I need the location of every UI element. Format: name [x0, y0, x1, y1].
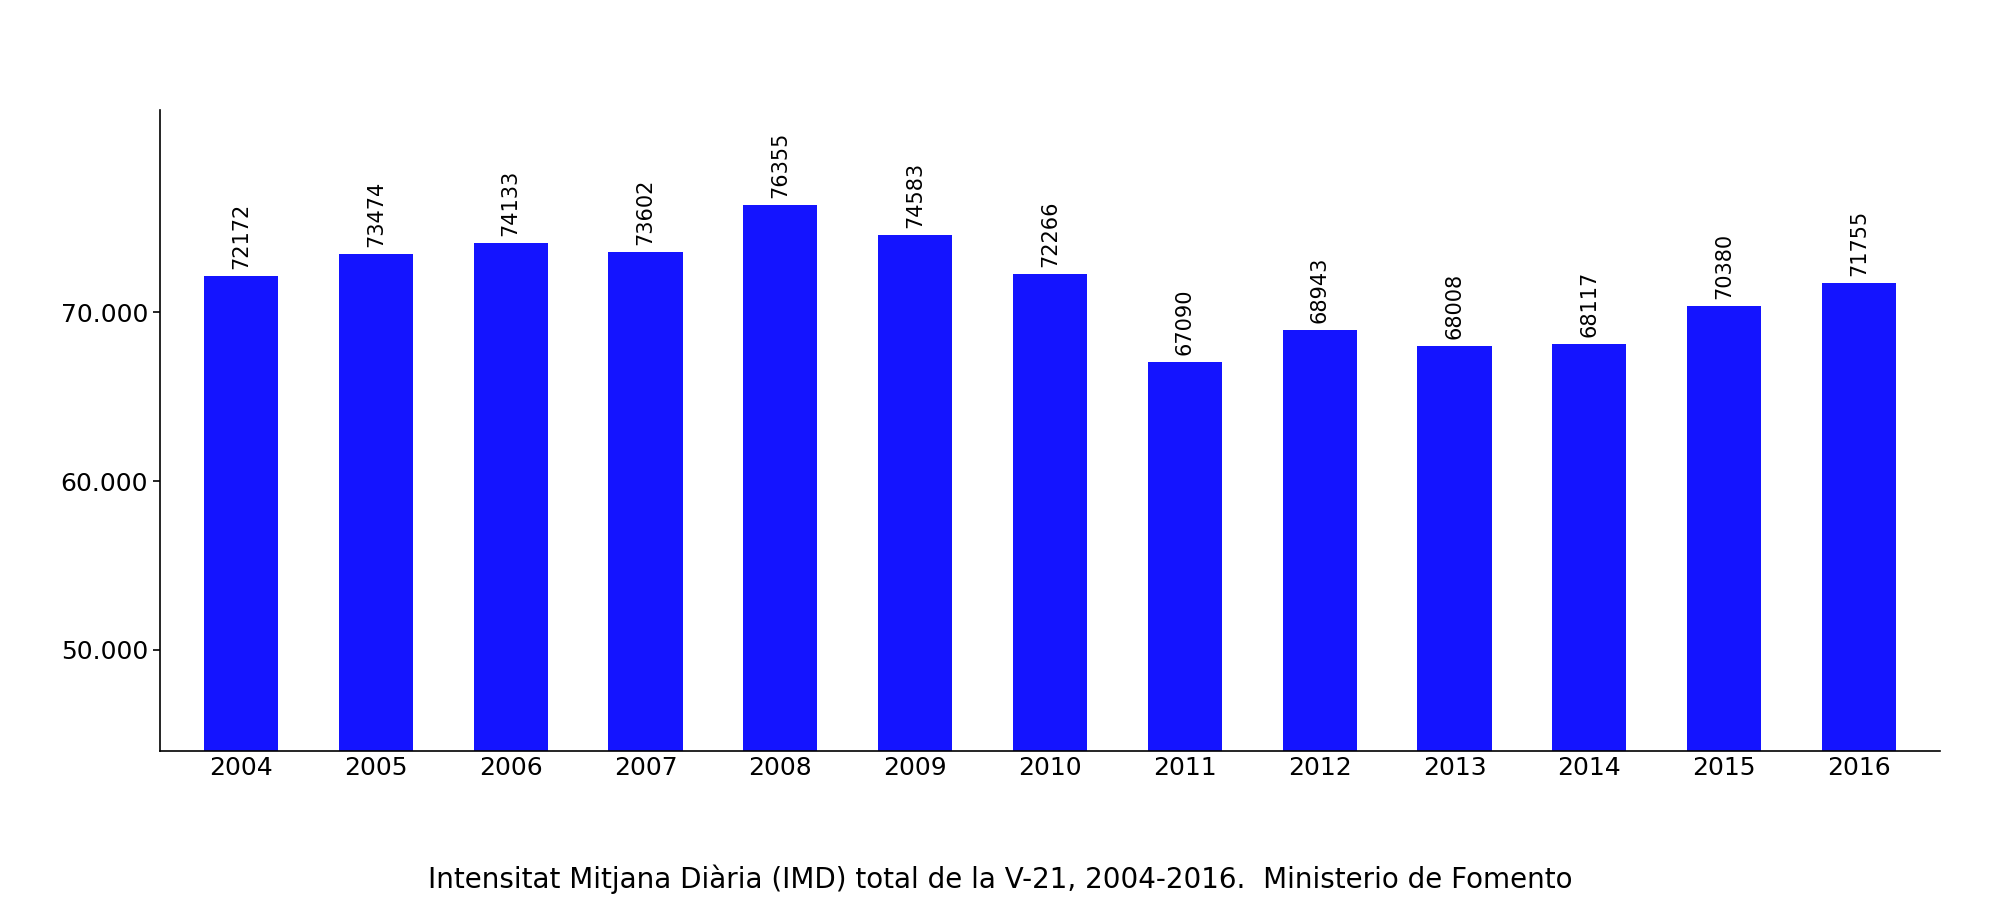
Text: 76355: 76355	[770, 132, 790, 199]
Bar	[878, 235, 952, 916]
Text: 73602: 73602	[636, 179, 656, 245]
Bar	[1282, 331, 1356, 916]
Text: 72266: 72266	[1040, 201, 1060, 267]
Text: 74583: 74583	[906, 162, 926, 228]
Text: Intensitat Mitjana Diària (IMD) total de la V-21, 2004-2016.  Ministerio de Fome: Intensitat Mitjana Diària (IMD) total de…	[428, 865, 1572, 894]
Bar	[204, 276, 278, 916]
Text: 68008: 68008	[1444, 273, 1464, 339]
Bar	[1012, 274, 1088, 916]
Bar	[1148, 362, 1222, 916]
Bar	[338, 254, 412, 916]
Bar	[1688, 306, 1762, 916]
Text: 67090: 67090	[1174, 289, 1194, 354]
Bar	[744, 205, 818, 916]
Text: 68943: 68943	[1310, 257, 1330, 323]
Bar	[474, 243, 548, 916]
Bar	[608, 252, 682, 916]
Bar	[1418, 346, 1492, 916]
Text: 70380: 70380	[1714, 233, 1734, 300]
Text: 71755: 71755	[1850, 210, 1870, 276]
Text: 68117: 68117	[1580, 271, 1600, 337]
Bar	[1552, 344, 1626, 916]
Text: 72172: 72172	[230, 202, 250, 269]
Text: 73474: 73474	[366, 180, 386, 247]
Bar	[1822, 283, 1896, 916]
Text: 74133: 74133	[500, 169, 520, 236]
